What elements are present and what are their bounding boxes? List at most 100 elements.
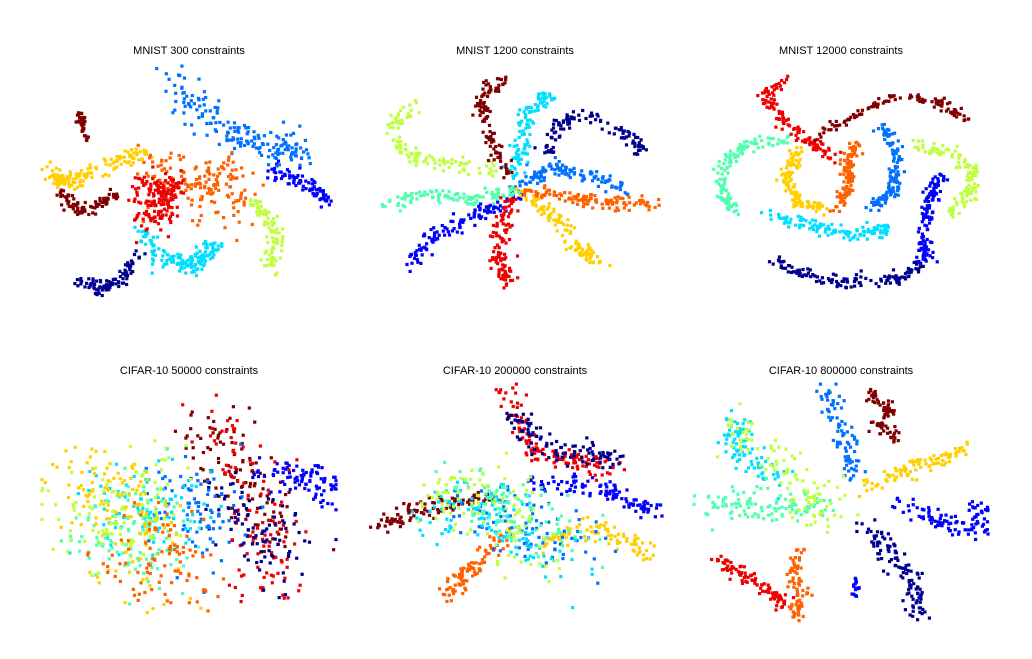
scatter-point	[499, 213, 503, 217]
scatter-point	[235, 479, 240, 483]
scatter-point	[108, 283, 112, 287]
scatter-point	[584, 454, 588, 458]
scatter-point	[566, 121, 570, 126]
scatter-point	[489, 266, 493, 270]
scatter-point	[142, 522, 146, 526]
scatter-point	[239, 144, 243, 148]
scatter-point	[847, 192, 851, 196]
scatter-point	[631, 503, 635, 507]
scatter-point	[159, 487, 163, 491]
scatter-point	[138, 557, 142, 561]
scatter-point	[861, 152, 865, 156]
scatter-point	[91, 277, 95, 281]
scatter-point	[855, 140, 859, 144]
scatter-point	[379, 518, 383, 522]
scatter-point	[113, 521, 117, 525]
scatter-point	[922, 247, 926, 251]
scatter-point	[926, 248, 931, 252]
scatter-point	[190, 270, 194, 274]
scatter-point	[552, 461, 556, 465]
scatter-point	[494, 205, 498, 209]
scatter-point	[565, 113, 569, 117]
scatter-point	[514, 413, 518, 417]
scatter-point	[579, 198, 583, 202]
scatter-point	[145, 478, 149, 482]
scatter-point	[252, 536, 256, 540]
scatter-point	[74, 501, 78, 505]
scatter-point	[497, 234, 501, 238]
scatter-point	[787, 221, 791, 225]
scatter-point	[140, 178, 144, 182]
scatter-point	[407, 502, 411, 506]
scatter-point	[281, 174, 285, 178]
scatter-point	[463, 579, 467, 583]
scatter-point	[893, 98, 897, 102]
scatter-point	[124, 273, 128, 277]
scatter-point	[274, 259, 278, 263]
scatter-point	[110, 490, 114, 494]
scatter-point	[454, 160, 458, 164]
scatter-point	[601, 466, 605, 470]
scatter-point	[538, 437, 542, 441]
scatter-point	[525, 122, 529, 126]
scatter-point	[856, 109, 860, 113]
scatter-point	[334, 538, 338, 542]
scatter-point	[196, 479, 200, 483]
scatter-point	[950, 112, 954, 116]
scatter-point	[103, 499, 107, 503]
scatter-point	[877, 208, 881, 212]
scatter-point	[725, 206, 729, 210]
scatter-point	[87, 286, 91, 290]
scatter-point	[497, 246, 501, 250]
scatter-point	[501, 217, 505, 221]
scatter-point	[281, 237, 285, 241]
scatter-point	[888, 141, 893, 146]
scatter-point	[105, 486, 109, 490]
scatter-point	[589, 111, 594, 115]
scatter-point	[954, 166, 958, 170]
scatter-point	[615, 186, 619, 190]
scatter-point	[211, 242, 215, 246]
scatter-point	[951, 208, 955, 212]
scatter-point	[293, 480, 297, 484]
scatter-point	[920, 212, 924, 216]
scatter-point	[515, 171, 519, 176]
scatter-point	[115, 550, 119, 554]
scatter-point	[287, 463, 291, 467]
scatter-point	[259, 492, 263, 496]
scatter-point	[281, 120, 286, 124]
scatter-point	[720, 196, 724, 200]
scatter-point	[234, 467, 239, 472]
scatter-point	[605, 471, 609, 475]
scatter-point	[403, 205, 407, 209]
scatter-point	[494, 150, 498, 154]
scatter-point	[452, 227, 456, 231]
scatter-point	[399, 139, 403, 144]
scatter-point	[721, 186, 725, 190]
scatter-point	[204, 109, 208, 113]
scatter-point	[281, 593, 285, 597]
scatter-point	[538, 207, 542, 211]
scatter-point	[811, 206, 815, 211]
scatter-point	[163, 502, 167, 506]
scatter-point	[511, 196, 515, 200]
scatter-point	[601, 206, 605, 210]
scatter-point	[783, 81, 787, 85]
scatter-point	[97, 581, 101, 585]
scatter-point	[738, 151, 743, 155]
scatter-point	[165, 548, 169, 552]
scatter-point	[644, 148, 648, 152]
scatter-point	[176, 183, 180, 187]
scatter-point	[85, 138, 89, 143]
scatter-point	[135, 470, 139, 474]
scatter-point	[199, 262, 203, 266]
scatter-point	[891, 94, 895, 98]
scatter-point	[247, 406, 251, 410]
scatter-point	[438, 163, 442, 167]
scatter-point	[188, 527, 192, 531]
scatter-point	[843, 230, 847, 235]
scatter-point	[468, 202, 472, 206]
scatter-point	[812, 140, 816, 144]
scatter-point	[418, 152, 422, 156]
scatter-point	[921, 146, 925, 150]
